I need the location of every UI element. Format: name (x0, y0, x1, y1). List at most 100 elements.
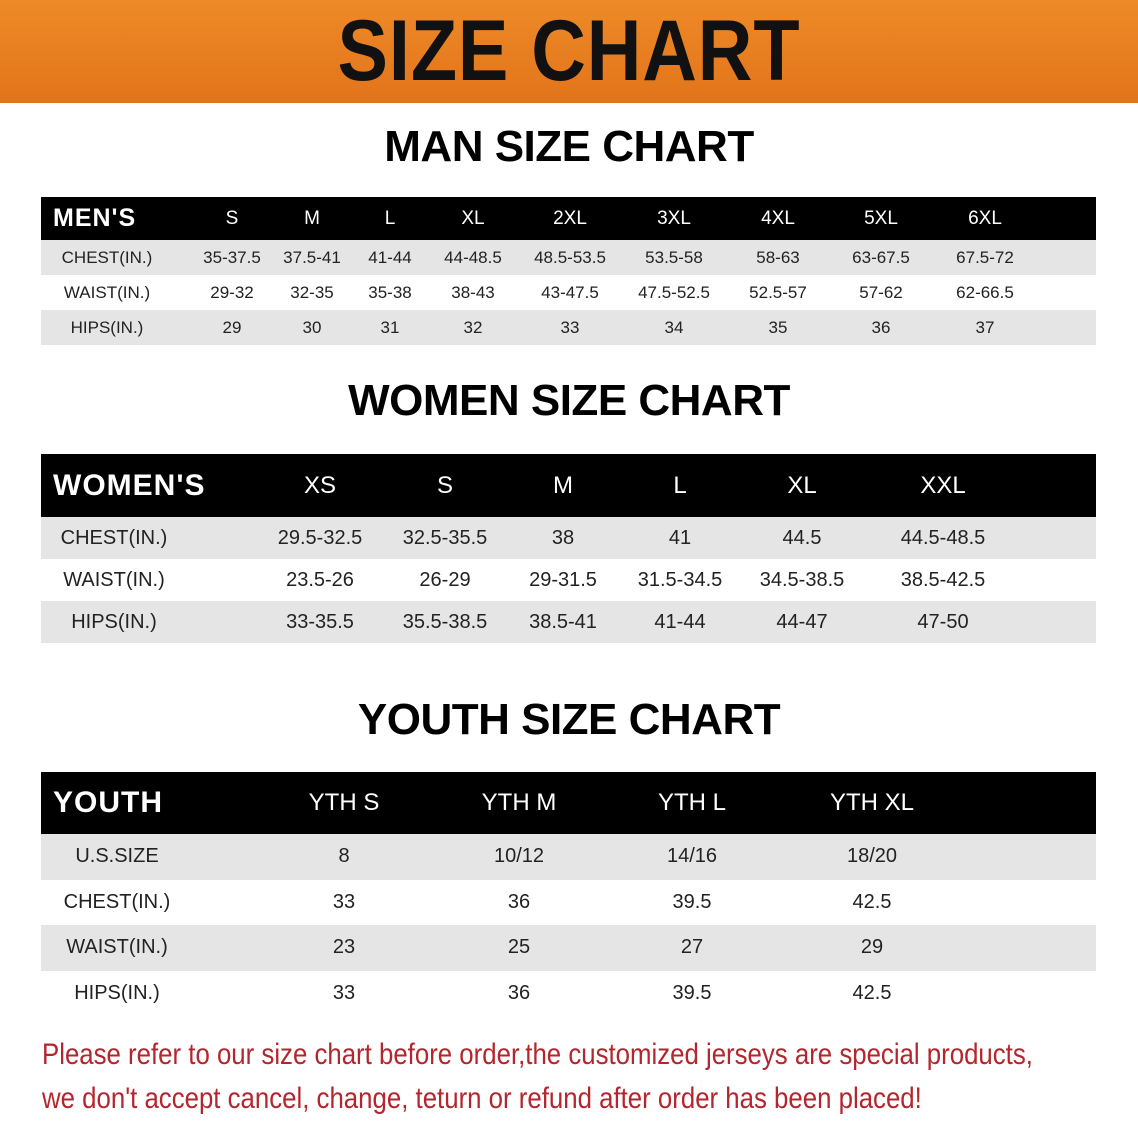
table-cell: 44.5-48.5 (900, 526, 986, 549)
table-cell: 43-47.5 (541, 282, 599, 302)
table-cell: 39.5 (672, 890, 712, 913)
table-cell: 32-35 (290, 282, 334, 302)
table-cell: 35-37.5 (203, 247, 261, 267)
men-size-table: MEN'S S M L XL 2XL 3XL 4XL 5XL 6XL CHEST(IN.) 35-37… (41, 197, 1096, 345)
table-cell: 44-48.5 (444, 247, 502, 267)
table-cell: 10/12 (493, 845, 545, 868)
row-label: CHEST(IN.) (63, 890, 171, 913)
table-cell: 29 (860, 936, 884, 959)
table-cell: 47-50 (917, 610, 969, 633)
size-header-cell: 3XL (657, 207, 691, 229)
table-cell: 32 (463, 317, 483, 337)
row-label: HIPS(IN.) (71, 610, 157, 633)
table-cell: 63-67.5 (852, 247, 910, 267)
table-title-cell: YOUTH (53, 786, 163, 819)
table-cell: 53.5-58 (645, 247, 703, 267)
table-cell: 47.5-52.5 (638, 282, 710, 302)
size-header-cell: XS (303, 471, 336, 499)
table-row: U.S.SIZE 8 10/12 14/16 18/20 (41, 834, 1096, 880)
table-cell: 42.5 (852, 981, 892, 1004)
table-cell: 36 (507, 981, 531, 1004)
notice-line-2: we don't accept cancel, change, teturn o… (42, 1082, 922, 1115)
table-row: CHEST(IN.) 35-37.5 37.5-41 41-44 44-48.5 48.5… (41, 240, 1096, 275)
size-header-cell: YTH M (481, 789, 557, 816)
table-cell: 30 (302, 317, 322, 337)
size-header-cell: M (304, 207, 320, 229)
table-cell: 42.5 (852, 890, 892, 913)
table-cell: 62-66.5 (956, 282, 1014, 302)
table-cell: 52.5-57 (749, 282, 807, 302)
notice-line-1: Please refer to our size chart before or… (42, 1038, 1033, 1071)
size-header-cell: XL (461, 207, 485, 229)
row-label: U.S.SIZE (75, 845, 159, 868)
youth-size-table: YOUTH YTH S YTH M YTH L YTH XL U.S.SIZE 8 10/12… (41, 772, 1096, 1016)
size-header-cell: L (673, 471, 687, 499)
table-row: WAIST(IN.) 23 25 27 29 (41, 925, 1096, 971)
table-cell: 58-63 (756, 247, 800, 267)
table-cell: 31.5-34.5 (637, 568, 723, 591)
table-title-cell: MEN'S (53, 204, 137, 232)
table-cell: 29-31.5 (529, 568, 597, 591)
table-cell: 44-47 (776, 610, 828, 633)
row-label: CHEST(IN.) (61, 247, 153, 267)
table-cell: 14/16 (666, 845, 718, 868)
table-cell: 38 (551, 526, 575, 549)
banner: SIZE CHART (0, 0, 1138, 103)
table-cell: 37.5-41 (283, 247, 341, 267)
table-cell: 41-44 (368, 247, 412, 267)
table-row: WAIST(IN.) 29-32 32-35 35-38 38-43 43-47.5 47.… (41, 275, 1096, 310)
table-cell: 29.5-32.5 (277, 526, 363, 549)
table-row: HIPS(IN.) 33 36 39.5 42.5 (41, 970, 1096, 1016)
women-size-table: WOMEN'S XS S M L XL XXL CHEST(IN.) 29.5-32.5 32.5… (41, 454, 1096, 643)
table-row: CHEST(IN.) 29.5-32.5 32.5-35.5 38 41 44.5 44.5… (41, 517, 1096, 559)
size-header-cell: M (553, 471, 573, 499)
table-row: CHEST(IN.) 33 36 39.5 42.5 (41, 879, 1096, 925)
table-cell: 57-62 (859, 282, 903, 302)
table-cell: 33-35.5 (286, 610, 354, 633)
table-cell: 29 (222, 317, 242, 337)
table-header-row: WOMEN'S XS S M L XL XXL (41, 454, 1096, 517)
table-cell: 33 (332, 890, 356, 913)
row-label: WAIST(IN.) (63, 282, 151, 302)
row-label: HIPS(IN.) (74, 981, 160, 1004)
table-row: WAIST(IN.) 23.5-26 26-29 29-31.5 31.5-34.5 34… (41, 559, 1096, 601)
table-cell: 38-43 (451, 282, 495, 302)
size-header-cell: 2XL (553, 207, 587, 229)
size-header-cell: XL (787, 471, 817, 499)
table-cell: 36 (871, 317, 891, 337)
row-label: WAIST(IN.) (63, 568, 165, 591)
table-cell: 32.5-35.5 (402, 526, 488, 549)
size-header-cell: S (225, 207, 239, 229)
size-header-cell: 4XL (761, 207, 795, 229)
table-cell: 33 (560, 317, 580, 337)
table-cell: 23.5-26 (286, 568, 354, 591)
youth-section-title: YOUTH SIZE CHART (357, 695, 781, 744)
table-title-cell: WOMEN'S (53, 468, 206, 502)
table-cell: 67.5-72 (956, 247, 1014, 267)
table-cell: 37 (975, 317, 995, 337)
table-cell: 34.5-38.5 (759, 568, 845, 591)
table-header-row: YOUTH YTH S YTH M YTH L YTH XL (41, 772, 1096, 834)
table-cell: 35.5-38.5 (402, 610, 488, 633)
table-cell: 39.5 (672, 981, 712, 1004)
table-cell: 27 (680, 936, 704, 959)
table-cell: 8 (338, 845, 350, 868)
table-cell: 35-38 (368, 282, 412, 302)
table-cell: 38.5-42.5 (900, 568, 986, 591)
size-header-cell: XXL (920, 471, 966, 499)
row-label: CHEST(IN.) (60, 526, 168, 549)
banner-title: SIZE CHART (337, 3, 801, 99)
table-cell: 41 (668, 526, 692, 549)
size-header-cell: YTH S (308, 789, 380, 816)
table-cell: 31 (380, 317, 400, 337)
table-row: HIPS(IN.) 33-35.5 35.5-38.5 38.5-41 41-44 44-… (41, 601, 1096, 643)
table-cell: 26-29 (419, 568, 471, 591)
size-header-cell: S (436, 471, 453, 499)
table-row: HIPS(IN.) 29 30 31 32 33 34 35 36 37 (41, 310, 1096, 345)
table-cell: 44.5 (782, 526, 822, 549)
table-cell: 36 (507, 890, 531, 913)
row-label: WAIST(IN.) (66, 936, 168, 959)
table-cell: 23 (332, 936, 356, 959)
size-header-cell: L (384, 207, 396, 229)
row-label: HIPS(IN.) (70, 317, 144, 337)
